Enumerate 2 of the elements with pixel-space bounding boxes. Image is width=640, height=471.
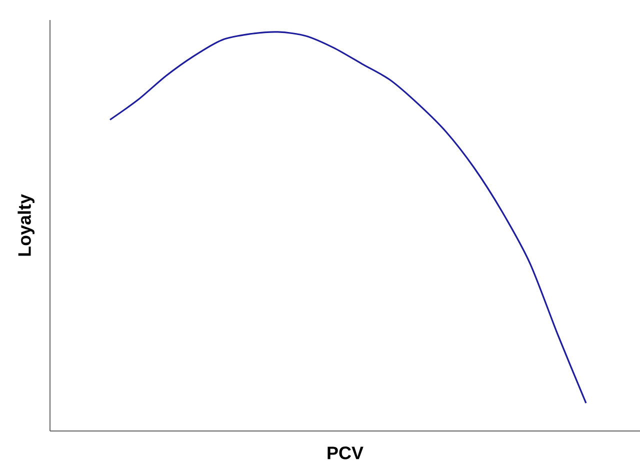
x-axis-title: PCV: [328, 446, 364, 460]
y-axis-title: Loyalty: [18, 194, 34, 256]
